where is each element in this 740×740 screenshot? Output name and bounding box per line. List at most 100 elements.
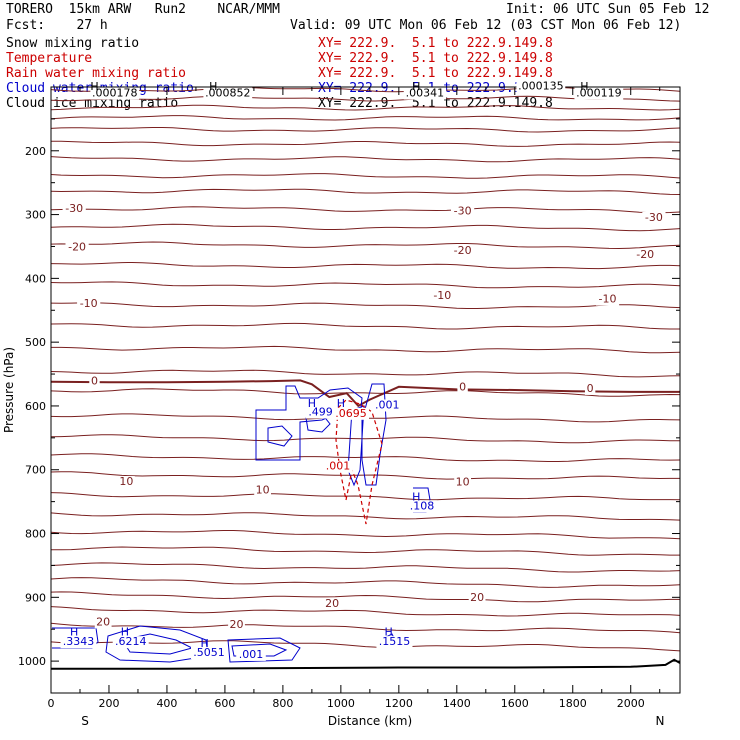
ice-snow-label: .00341 bbox=[406, 87, 445, 100]
ice-snow-label-bg bbox=[203, 87, 253, 100]
y-tick-label: 500 bbox=[25, 336, 46, 349]
ice-snow-label-bg bbox=[516, 80, 566, 93]
isotherm-line bbox=[50, 173, 681, 179]
plot-border bbox=[50, 86, 681, 694]
isotherm-line bbox=[50, 369, 681, 378]
isotherm-label-bg bbox=[451, 245, 475, 258]
cloud-water-label-bg bbox=[376, 636, 413, 649]
x-tick-label: 1200 bbox=[385, 697, 413, 710]
rain-water-contours bbox=[335, 399, 383, 525]
contour-labels: -30 -30 -30 -20 -20 -20 -10 -10 -10 0 0 0 10 10 10 20 20… bbox=[60, 80, 666, 661]
plot-frame: 0 200 400 600 800 1000 1200 1400 1600 1800 2000200… bbox=[18, 86, 681, 710]
cloud-water-label-bg bbox=[190, 647, 227, 660]
cloud-water-label: .001 bbox=[239, 648, 264, 661]
isotherm-label-bg bbox=[584, 382, 596, 395]
y-tick-label: 700 bbox=[25, 464, 46, 477]
field-temperature-name: Temperature bbox=[6, 51, 93, 66]
cloud-contour-upper-inner bbox=[267, 425, 293, 447]
rain-water-label: .001 bbox=[326, 460, 351, 473]
isotherm-label: -30 bbox=[65, 202, 83, 215]
zero-isotherm-line bbox=[50, 379, 680, 408]
x-tick-label: 1600 bbox=[501, 697, 529, 710]
isotherm-line bbox=[50, 453, 681, 462]
maximum-marker: H bbox=[412, 490, 420, 503]
isotherm-label-bg bbox=[89, 375, 100, 388]
maximum-marker: H bbox=[200, 637, 208, 650]
isotherm-line bbox=[50, 562, 681, 573]
isotherm-label-bg bbox=[77, 298, 101, 311]
y-tick-label: 900 bbox=[25, 591, 46, 604]
isotherm-label: -10 bbox=[80, 297, 98, 310]
maximum-marker: H bbox=[90, 80, 98, 93]
isotherm-line bbox=[50, 322, 680, 330]
cloud-water-label-bg bbox=[407, 500, 437, 513]
temperature-isotherms bbox=[50, 86, 681, 670]
x-axis-title: Distance (km) bbox=[328, 714, 412, 728]
isotherm-line bbox=[50, 302, 681, 309]
isotherm-line bbox=[50, 223, 681, 232]
header-fcst: Fcst: 27 h bbox=[6, 18, 108, 33]
cloud-water-label: .499 bbox=[308, 406, 333, 419]
x-tick-label: 1400 bbox=[443, 697, 471, 710]
cloud-water-label-bg bbox=[305, 406, 336, 419]
maximum-marker: H bbox=[580, 80, 588, 93]
isotherm-line bbox=[50, 261, 681, 270]
isotherm-label: -20 bbox=[68, 240, 86, 253]
isotherm-line bbox=[50, 388, 681, 397]
x-tick-label: 600 bbox=[214, 697, 235, 710]
isotherm-line bbox=[50, 241, 681, 250]
maximum-marker: H bbox=[121, 626, 129, 639]
isotherm-line bbox=[50, 546, 680, 556]
rain-contour-outer bbox=[335, 399, 383, 525]
isotherm-label: 10 bbox=[119, 475, 133, 488]
isotherm-label: 10 bbox=[256, 483, 270, 496]
isotherm-line bbox=[50, 512, 681, 521]
isotherm-label: -20 bbox=[636, 248, 654, 261]
rain-water-label-bg bbox=[323, 460, 353, 473]
isotherm-line bbox=[50, 530, 681, 540]
isotherm-line bbox=[50, 606, 681, 617]
field-cloudice-xsec: XY= 222.9. 5.1 to 222.9.149.8 bbox=[318, 96, 553, 111]
isotherm-line bbox=[50, 577, 681, 588]
isotherm-label-bg bbox=[451, 205, 475, 218]
field-rain-name: Rain water mixing ratio bbox=[6, 66, 187, 81]
rain-water-label-bg bbox=[333, 407, 370, 420]
isotherm-label: -10 bbox=[599, 293, 617, 306]
y-tick-label: 300 bbox=[25, 209, 46, 222]
maximum-marker: H bbox=[70, 626, 78, 639]
cloud-water-label: .001 bbox=[375, 398, 400, 411]
isotherm-label-bg bbox=[62, 203, 86, 216]
ice-snow-label-bg bbox=[90, 87, 140, 100]
isotherm-label: 20 bbox=[470, 591, 484, 604]
isotherm-label-bg bbox=[94, 616, 112, 629]
y-tick-label: 800 bbox=[25, 528, 46, 541]
isotherm-label: -10 bbox=[433, 289, 451, 302]
cloud-water-label: .6214 bbox=[115, 635, 147, 648]
x-tick-label: 200 bbox=[98, 697, 119, 710]
isotherm-label: 20 bbox=[325, 597, 339, 610]
isotherm-label: 20 bbox=[230, 618, 244, 631]
isotherm-label-bg bbox=[454, 476, 472, 489]
y-tick-label: 1000 bbox=[18, 655, 46, 668]
cloud-water-label: .108 bbox=[410, 499, 435, 512]
isotherm-label-bg bbox=[457, 381, 468, 394]
isotherm-line bbox=[50, 640, 681, 652]
y-tick-label: 400 bbox=[25, 272, 46, 285]
x-axis-left-end: S bbox=[81, 714, 89, 728]
isotherm-label: 0 bbox=[459, 381, 466, 394]
cloud-water-label-bg bbox=[60, 636, 97, 649]
maximum-marker: H bbox=[209, 80, 217, 93]
cloud-water-label: .1515 bbox=[379, 635, 411, 648]
isotherm-label: -20 bbox=[454, 244, 472, 257]
isotherm-label-bg bbox=[595, 293, 620, 306]
isotherm-line bbox=[50, 115, 681, 121]
ice-snow-label: .000135 bbox=[518, 80, 564, 93]
maximum-marker: H bbox=[385, 626, 393, 639]
cloud-water-label-bg bbox=[112, 636, 149, 649]
isotherm-line bbox=[50, 434, 681, 444]
isotherm-line bbox=[50, 471, 680, 480]
isotherm-label-bg bbox=[117, 476, 135, 489]
cloud-water-label-bg bbox=[372, 399, 403, 412]
x-tick-label: 800 bbox=[272, 697, 293, 710]
isotherm-label-bg bbox=[65, 241, 89, 254]
